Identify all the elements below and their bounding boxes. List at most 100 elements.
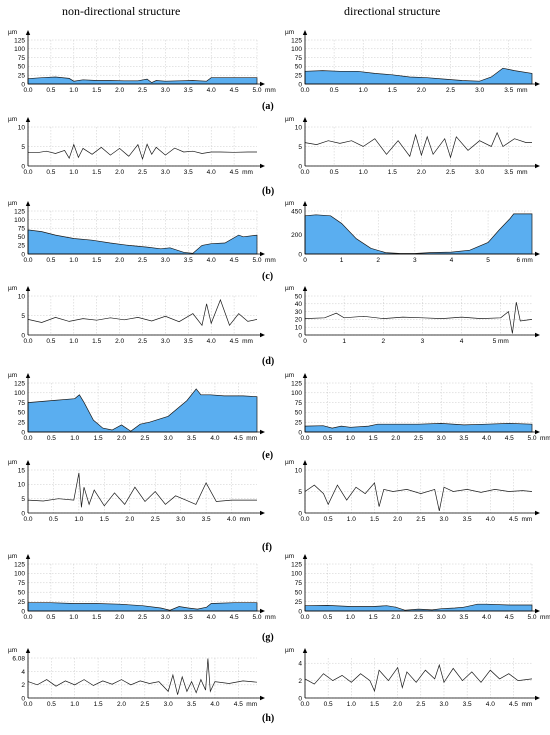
x-tick-label: 0.5 [47,701,56,708]
x-tick-label: 4.0 [207,338,216,345]
y-axis-arrow [302,201,308,206]
x-tick-label: 2.0 [115,614,124,621]
x-axis-arrow [535,251,540,257]
y-tick-label: 2 [298,678,302,685]
x-tick-label: 2.0 [417,87,426,94]
x-tick-label: 2.0 [115,87,124,94]
profile-line-h-right [304,663,533,693]
y-unit-label: µm [8,200,17,207]
y-tick-label: 200 [291,232,302,239]
y-tick-label: 4 [298,661,302,668]
y-tick-label: 75 [18,55,26,62]
x-tick-label: 4.0 [207,87,216,94]
y-tick-label: 25 [295,420,303,427]
x-axis-arrow [260,251,265,257]
y-tick-label: 0 [21,429,25,436]
x-tick-label: 3.5 [459,614,468,621]
y-tick-label: 0 [298,695,302,702]
y-tick-label: 75 [18,400,26,407]
x-axis-arrow [260,332,265,338]
profile-line-d-left [27,298,258,327]
y-unit-label: µm [8,285,17,292]
y-tick-label: 125 [291,380,302,387]
x-tick-label: 0.0 [300,435,309,442]
y-tick-label: 50 [295,64,303,71]
x-tick-label: 3.5 [463,701,472,708]
x-tick-label: 4.0 [207,257,216,264]
x-tick-label: 0.5 [330,87,339,94]
y-unit-label: µm [8,372,17,379]
x-tick-label: 1.0 [70,701,79,708]
x-tick-label: 2.0 [117,435,126,442]
y-unit-label: µm [285,200,294,207]
x-tick-label: 3.5 [187,435,196,442]
y-tick-label: 125 [291,561,302,568]
y-unit-label: µm [285,372,294,379]
panel-e-right: µm 0 25 50 75 100 125 0.0 0.5 1.0 1.5 2.0 2.5 3.0 3.5 4… [285,372,550,442]
y-tick-label: 125 [14,561,25,568]
x-tick-label: 3.0 [161,257,170,264]
x-tick-label: 2.5 [446,87,455,94]
panel-g-left: µm 0 25 50 75 100 125 0.0 0.5 1.0 1.5 2.0 2.5 3.0 3.5 4… [8,553,276,621]
x-tick-label: 4.0 [486,701,495,708]
x-tick-label: 1.0 [346,614,355,621]
x-tick-label: 3.5 [504,169,513,176]
x-tick-label: 0.0 [23,701,32,708]
x-tick-label: 0.5 [330,169,339,176]
row-label: (a) [262,101,274,112]
y-tick-label: 0 [21,251,25,258]
x-tick-label: 0.5 [46,169,55,176]
y-tick-label: 75 [295,580,303,587]
x-axis-arrow [260,429,265,435]
x-tick-label: 4.0 [207,169,216,176]
x-tick-label: 3.5 [184,87,193,94]
y-tick-label: 0 [21,510,25,517]
x-tick-label: 3.0 [437,614,446,621]
panel-a-left: µm 025 50 75 100 125 0.0 0.5 1.0 1.5 2.0 2.5 3.0 3.5 4… [8,29,276,94]
x-tick-label: 0.0 [300,614,309,621]
y-tick-label: 10 [295,467,303,474]
x-tick-label: 5.0 [252,87,261,94]
x-tick-label: 3.5 [459,435,468,442]
x-tick-label: 1.0 [69,257,78,264]
profile-line-b-right [304,131,532,159]
y-unit-label: µm [285,285,294,292]
x-unit-label: mm [240,516,251,523]
y-unit-label: µm [285,553,294,560]
x-tick-label: 4.5 [234,701,243,708]
x-tick-label: 1.5 [92,257,101,264]
x-tick-label: 2.0 [417,169,426,176]
x-tick-label: 0.0 [23,435,32,442]
x-tick-label: 4.5 [505,614,514,621]
x-tick-label: 0.5 [324,516,333,523]
y-tick-label: 15 [18,467,26,474]
x-axis-arrow [535,429,540,435]
y-tick-label: 125 [14,208,25,215]
x-tick-label: 1 [342,338,346,345]
x-tick-label: 2.0 [115,338,124,345]
x-axis-arrow [260,163,265,169]
x-tick-label: 4.5 [509,516,518,523]
x-tick-label: 4.0 [482,435,491,442]
y-tick-label: 25 [18,420,26,427]
y-tick-label: 0 [298,332,302,339]
x-tick-label: 1.0 [359,169,368,176]
y-tick-label: 100 [14,390,25,397]
x-tick-label: 3.5 [504,87,513,94]
panel-c-right: µm 0 200 450 0 1 2 3 4 5 6 mm [285,200,540,264]
y-axis-arrow [25,286,31,291]
x-axis-arrow [260,695,265,701]
x-tick-label: 3.5 [184,614,193,621]
row-label: (g) [262,632,274,643]
x-tick-label: 0.5 [323,614,332,621]
row-label: (h) [262,713,275,724]
x-tick-label: 4.0 [227,516,236,523]
panel-h-right: µm 0 2 4 0.0 0.5 1.0 1.5 2.0 2.5 3.0 3.5 4.0 4.5 mm [285,647,540,708]
y-tick-label: 4 [21,669,25,676]
y-tick-label: 50 [18,64,26,71]
y-axis-arrow [302,30,308,35]
panel-b-right: µm 0 5 10 0.0 0.5 1.0 1.5 2.0 2.5 3.0 3.5 mm [285,116,540,176]
x-tick-label: 1.5 [370,516,379,523]
y-tick-label: 50 [18,590,26,597]
x-tick-label: 4.5 [230,169,239,176]
